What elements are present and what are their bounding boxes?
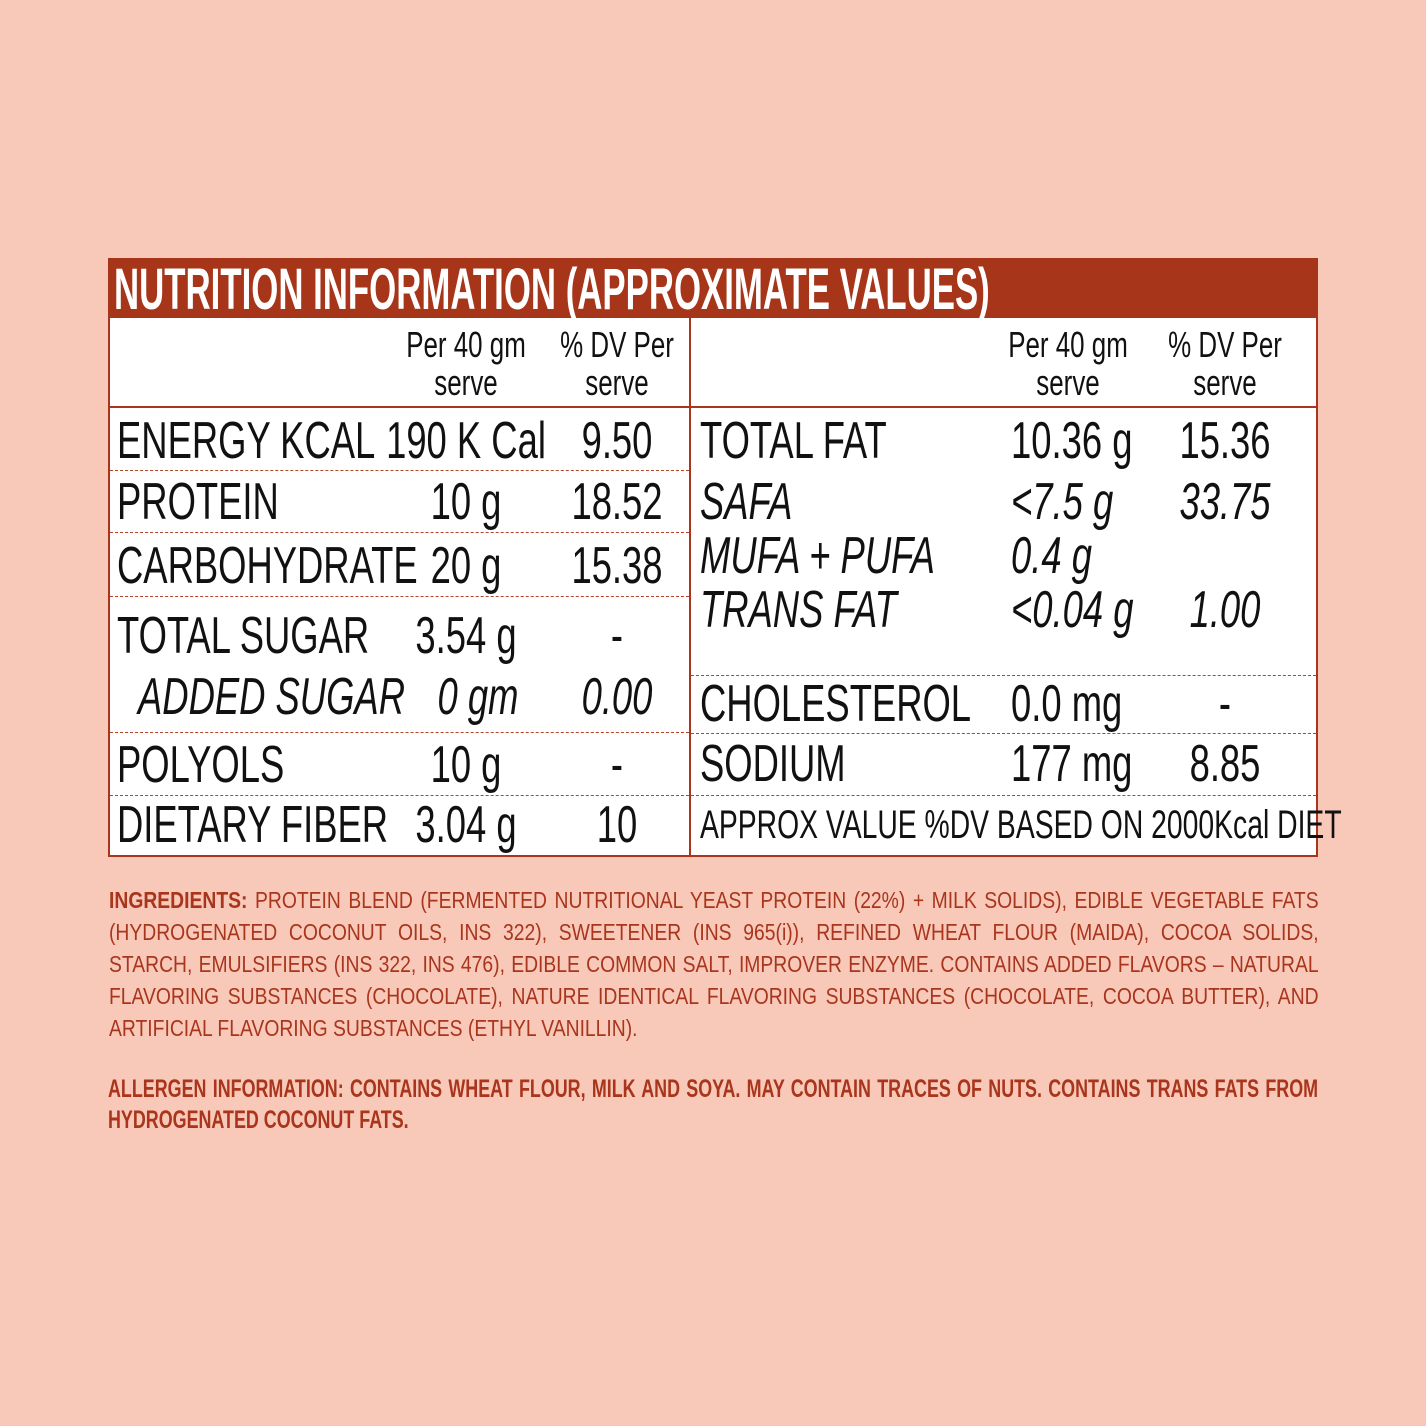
column-header: Per 40 gm serve <box>406 324 526 403</box>
table-title: NUTRITION INFORMATION (APPROXIMATE VALUE… <box>114 258 990 318</box>
row-separator <box>110 795 689 796</box>
nutrient-value: <7.5 g <box>1011 473 1114 531</box>
nutrient-value: 1.00 <box>1189 581 1261 639</box>
nutrient-value: - <box>610 607 624 665</box>
ingredients-label: INGREDIENTS: <box>109 887 248 913</box>
nutrient-value: 0.00 <box>581 668 653 726</box>
nutrient-value: 0.0 mg <box>1011 675 1123 733</box>
row-separator <box>110 732 689 733</box>
nutrient-value: 8.85 <box>1189 735 1261 793</box>
ingredients-text: PROTEIN BLEND (FERMENTED NUTRITIONAL YEA… <box>109 887 1319 1041</box>
nutrient-value: - <box>1218 675 1232 733</box>
column-header: % DV Per serve <box>560 324 674 403</box>
nutrient-value: 15.36 <box>1179 412 1271 470</box>
nutrient-name: TRANS FAT <box>700 581 897 639</box>
nutrient-value: 177 mg <box>1011 735 1133 793</box>
allergen-info: ALLERGEN INFORMATION: CONTAINS WHEAT FLO… <box>108 1075 1319 1134</box>
nutrient-value: 9.50 <box>581 412 653 470</box>
row-separator <box>691 733 1316 734</box>
nutrient-name: POLYOLS <box>117 736 285 794</box>
title-bar: NUTRITION INFORMATION (APPROXIMATE VALUE… <box>108 258 1318 318</box>
nutrient-value: 10 g <box>430 473 502 531</box>
footnote: APPROX VALUE %DV BASED ON 2000Kcal DIET <box>700 803 1342 847</box>
nutrient-value: 0 gm <box>437 668 519 726</box>
column-divider <box>689 318 691 857</box>
nutrient-value: 0.4 g <box>1011 527 1092 585</box>
column-header: Per 40 gm serve <box>1008 324 1128 403</box>
header-rule <box>108 406 1318 408</box>
nutrient-value: 190 K Cal <box>386 412 546 470</box>
nutrient-value: 15.38 <box>571 537 663 595</box>
row-separator <box>110 470 689 471</box>
nutrient-value: 3.54 g <box>415 607 517 665</box>
nutrient-name: DIETARY FIBER <box>117 796 389 854</box>
nutrient-value: <0.04 g <box>1011 581 1134 639</box>
nutrient-name: ADDED SUGAR <box>138 668 405 726</box>
nutrient-value: 18.52 <box>571 473 663 531</box>
nutrient-name: PROTEIN <box>117 473 279 531</box>
nutrient-name: SAFA <box>700 473 793 531</box>
nutrient-name: TOTAL SUGAR <box>117 607 370 665</box>
nutrient-value: - <box>610 736 624 794</box>
row-separator <box>691 795 1316 796</box>
column-header: % DV Per serve <box>1168 324 1282 403</box>
nutrient-value: 10.36 g <box>1011 412 1133 470</box>
nutrient-name: ENERGY KCAL <box>117 412 376 470</box>
nutrient-value: 10 <box>596 796 638 854</box>
nutrient-name: TOTAL FAT <box>700 412 887 470</box>
ingredients: INGREDIENTS: PROTEIN BLEND (FERMENTED NU… <box>109 884 1319 1044</box>
row-separator <box>110 532 689 533</box>
nutrition-table <box>108 258 1318 857</box>
row-separator <box>691 675 1316 676</box>
nutrient-value: 33.75 <box>1179 473 1271 531</box>
nutrient-name: MUFA + PUFA <box>700 527 935 585</box>
nutrient-value: 10 g <box>430 736 502 794</box>
row-separator <box>110 596 689 597</box>
nutrient-value: 20 g <box>430 537 502 595</box>
nutrient-name: CARBOHYDRATE <box>117 537 418 595</box>
nutrient-name: CHOLESTEROL <box>700 675 972 733</box>
nutrient-name: SODIUM <box>700 735 846 793</box>
nutrient-value: 3.04 g <box>415 796 517 854</box>
